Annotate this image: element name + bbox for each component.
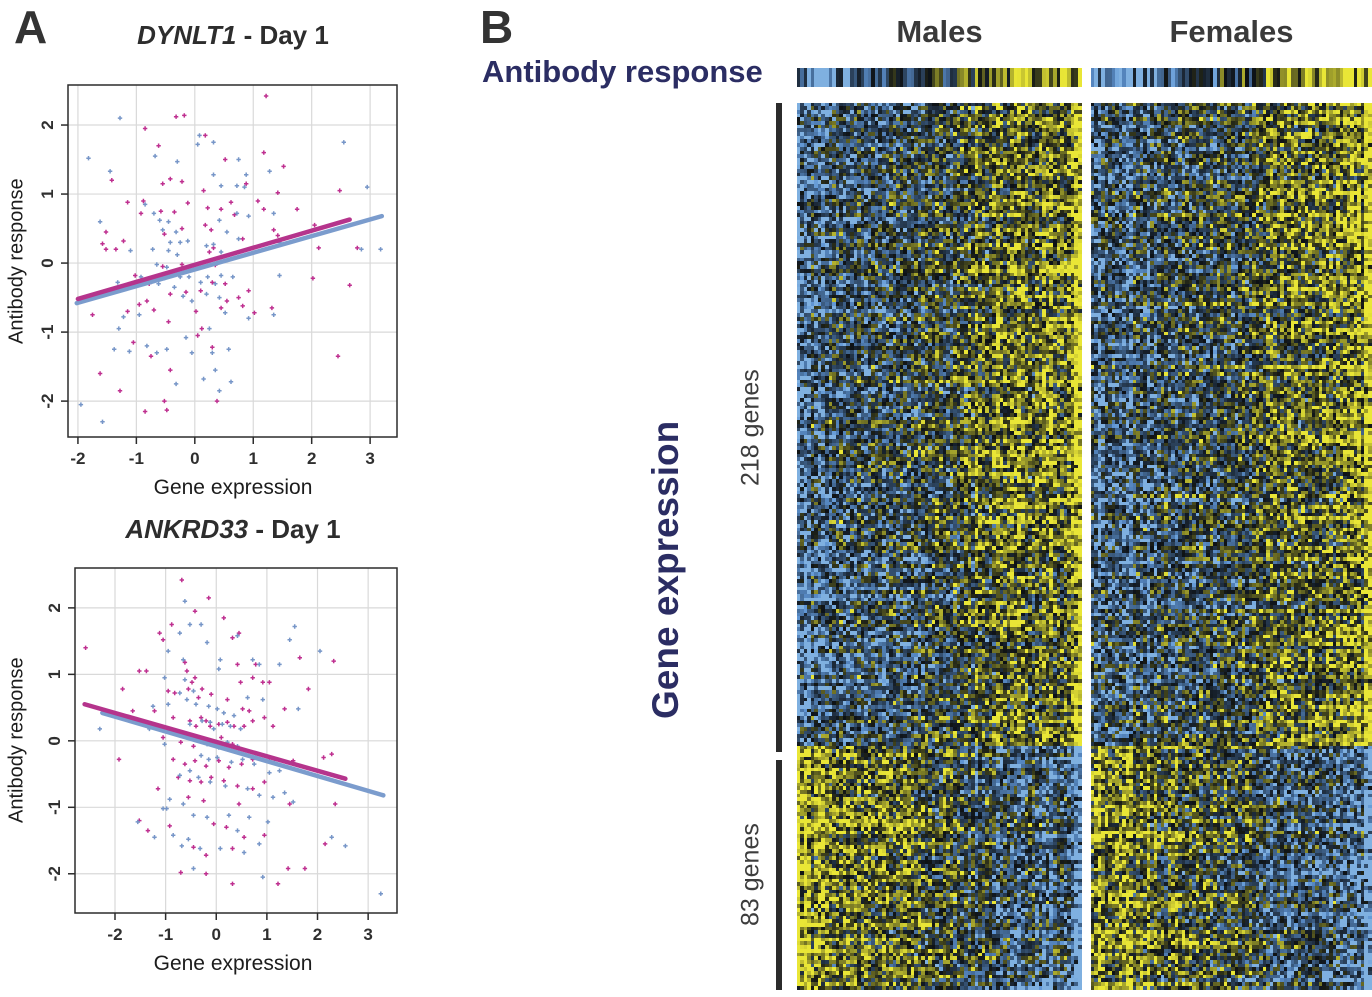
gene-expression-axis-label: Gene expression (645, 420, 686, 720)
x-tick-label: -1 (129, 449, 144, 468)
scatter-2-title-suffix: - Day 1 (248, 514, 341, 544)
scatter-points-series-magenta (90, 93, 360, 414)
scatter-2-title: ANKRD33 - Day 1 (0, 514, 466, 545)
genes-83-label: 83 genes (736, 823, 765, 927)
scatter-plots-canvas: -2 -1 0 1 2 3 -2 -1 0 1 2 -2 -1 0 1 2 3 -2 -1 0 1 2 (38, 84, 398, 944)
plot-frame (67, 84, 398, 438)
heatmap-group-label-females: Females (1169, 14, 1294, 49)
genes-83-bracket (776, 760, 782, 990)
scatter-1-title: DYNLT1 - Day 1 (0, 20, 466, 51)
x-tick-label: -1 (158, 925, 173, 944)
heatmap-group-label-males: Males (896, 14, 983, 49)
y-tick-label: 1 (45, 670, 64, 679)
fit-line-series-blue (100, 710, 386, 798)
fit-line-series-blue (74, 213, 385, 306)
fit-line-series-magenta (82, 702, 348, 781)
y-tick-label: 2 (38, 120, 57, 129)
y-tick-label: -2 (38, 394, 57, 409)
scatter-2-gene-name: ANKRD33 (125, 514, 249, 544)
genes-218-bracket (776, 103, 782, 752)
x-tick-label: 0 (190, 449, 199, 468)
y-tick-label: -1 (38, 325, 57, 340)
x-tick-label: 0 (212, 925, 221, 944)
scatter-2-x-axis-label: Gene expression (153, 952, 313, 975)
x-tick-label: 3 (365, 449, 374, 468)
x-tick-label: 2 (307, 449, 316, 468)
panel-b-label: B (480, 1, 514, 53)
x-tick-label: -2 (107, 925, 122, 944)
x-tick-label: 2 (313, 925, 322, 944)
heatmap-canvas-females (1091, 103, 1372, 990)
scatter-points-series-magenta (83, 577, 338, 886)
fit-line-series-magenta (75, 217, 352, 302)
y-tick-label: 1 (38, 189, 57, 198)
scatter-1-x-axis-label: Gene expression (153, 476, 313, 499)
scatter-1-title-suffix: - Day 1 (236, 20, 329, 50)
x-tick-label: 1 (249, 449, 258, 468)
y-tick-label: -1 (45, 800, 64, 815)
scatter-points-series-blue (78, 115, 383, 424)
x-tick-label: -2 (70, 449, 85, 468)
y-tick-label: 0 (45, 736, 64, 745)
panel-a-label: A (14, 1, 48, 53)
antibody-strip-females (1091, 68, 1372, 87)
y-tick-label: 2 (45, 603, 64, 612)
genes-218-label: 218 genes (736, 369, 765, 486)
antibody-strip-males (797, 68, 1082, 87)
heatmap-canvas-males (797, 103, 1082, 990)
x-tick-label: 1 (262, 925, 271, 944)
y-tick-label: -2 (45, 866, 64, 881)
scatter-1-gene-name: DYNLT1 (137, 20, 237, 50)
antibody-response-label: Antibody response (482, 54, 763, 89)
x-tick-label: 3 (363, 925, 372, 944)
y-tick-label: 0 (38, 258, 57, 267)
